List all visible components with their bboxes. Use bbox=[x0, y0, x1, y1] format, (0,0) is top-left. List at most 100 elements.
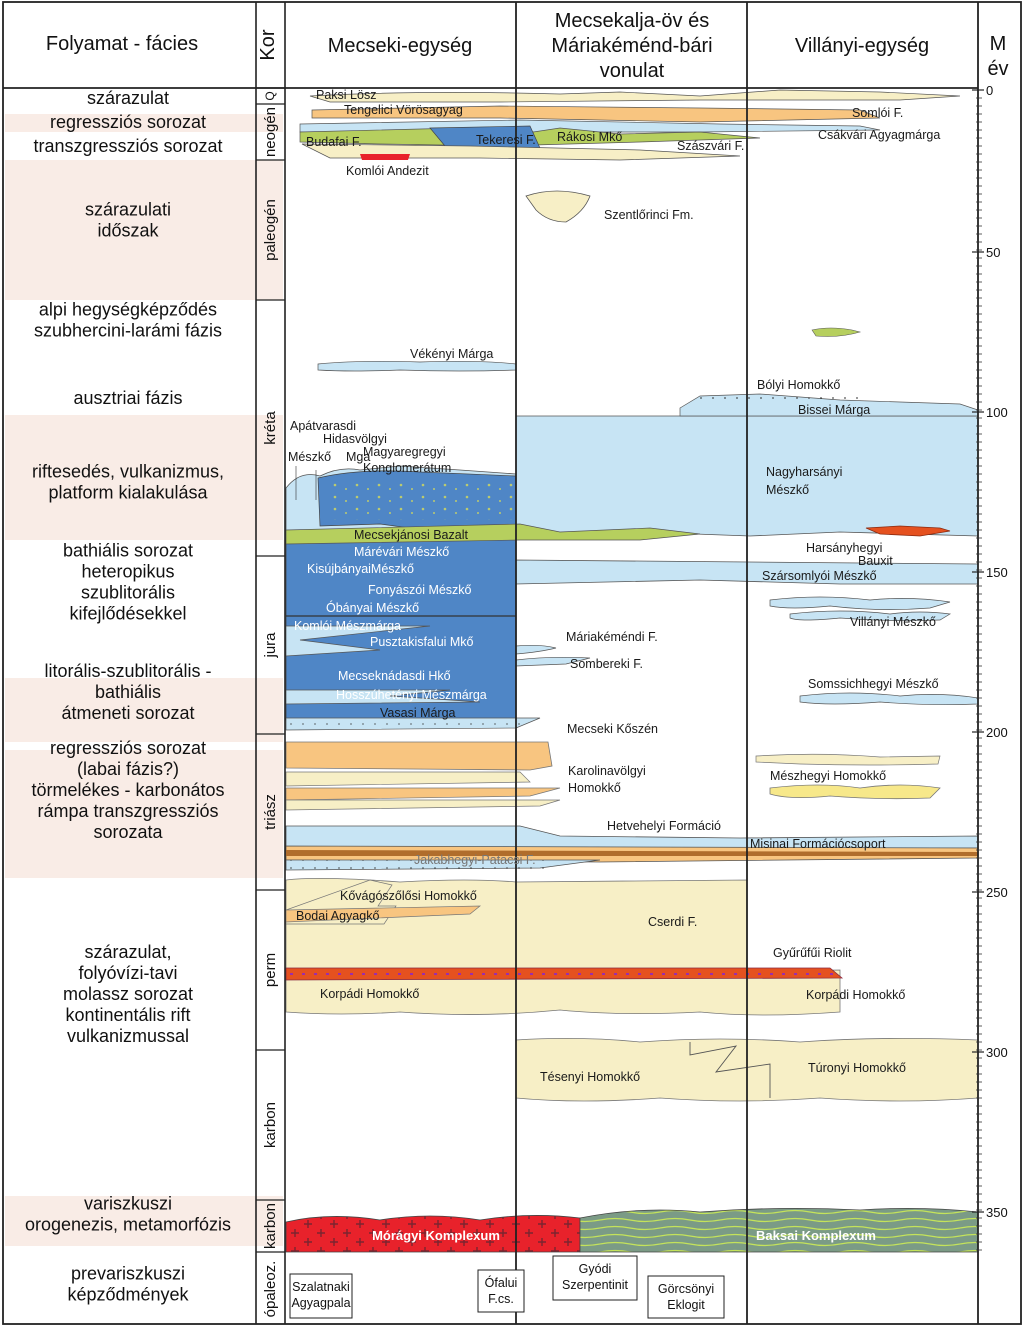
formation-label: Bólyi Homokkő bbox=[757, 378, 840, 392]
formation-label: Mga bbox=[346, 450, 370, 464]
process-label: platform kialakulása bbox=[48, 483, 208, 503]
process-label: transzgressziós sorozat bbox=[33, 136, 222, 156]
baksa-complex-label: Baksai Komplexum bbox=[756, 1228, 876, 1243]
age-tick-label: 350 bbox=[986, 1205, 1008, 1220]
formation-box-label: Szerpentinit bbox=[562, 1278, 629, 1292]
formation-box-label: Agyagpala bbox=[291, 1296, 350, 1310]
period-label: perm bbox=[262, 953, 279, 987]
age-tick-label: 150 bbox=[986, 565, 1008, 580]
formation-label: Apátvarasdi bbox=[290, 419, 356, 433]
formation-label: Mészkő bbox=[288, 450, 331, 464]
age-tick-label: 0 bbox=[986, 83, 993, 98]
formation-label: Mészkő bbox=[766, 483, 809, 497]
formation-label: Szentlőrinci Fm. bbox=[604, 208, 694, 222]
period-label: ópaleoz. bbox=[262, 1261, 279, 1318]
formation-label: Bodai Agyagkő bbox=[296, 909, 379, 923]
formation-label: Homokkő bbox=[568, 781, 621, 795]
formation-label: Szársomlyói Mészkő bbox=[762, 569, 877, 583]
process-label: prevariszkuszi bbox=[71, 1264, 185, 1284]
period-label: karbon bbox=[262, 1203, 279, 1249]
process-label: molassz sorozat bbox=[63, 984, 193, 1004]
process-label: folyóvízi-tavi bbox=[78, 963, 177, 983]
formation-label: Komlói Mészmárga bbox=[294, 619, 401, 633]
formation-label: Budafai F. bbox=[306, 135, 362, 149]
header-ev: év bbox=[987, 58, 1008, 80]
moragy-complex-label: Mórágyi Komplexum bbox=[372, 1228, 500, 1243]
period-label: Q bbox=[263, 91, 277, 100]
formation-label: Kővágószőlősi Homokkő bbox=[340, 889, 477, 903]
formation-box-label: Eklogit bbox=[667, 1298, 705, 1312]
formation-label: Mecsekjánosi Bazalt bbox=[354, 528, 468, 542]
paleozoic-boxes: Szalatnaki Agyagpala Ófalui F.cs. Gyódi Szerp… bbox=[289, 1255, 725, 1319]
formation-label: Mészhegyi Homokkő bbox=[770, 769, 886, 783]
process-label: szubhercini-larámi fázis bbox=[34, 321, 222, 341]
header: Folyamat - fácies Kor Mecseki-egység Mec… bbox=[46, 10, 1009, 82]
formation-box-label: Szalatnaki bbox=[292, 1280, 350, 1294]
formation-label: Karolinavölgyi bbox=[568, 764, 646, 778]
formation-label: Vékényi Márga bbox=[410, 347, 493, 361]
header-mecsekalja-2: Máriakéménd-bári bbox=[551, 35, 712, 57]
period-label: paleogén bbox=[262, 199, 279, 261]
formation-label: Harsányhegyi bbox=[806, 541, 882, 555]
formation-label: Tekeresi F. bbox=[476, 133, 536, 147]
formation-label: Márévári Mészkő bbox=[354, 545, 449, 559]
formation-label: Hetvehelyi Formáció bbox=[607, 819, 721, 833]
formation-box bbox=[289, 1273, 353, 1319]
formation-label: Vasasi Márga bbox=[380, 706, 456, 720]
age-tick-label: 100 bbox=[986, 405, 1008, 420]
process-label: kifejlődésekkel bbox=[69, 604, 186, 624]
formation-label: Misinai Formációcsoport bbox=[750, 837, 886, 851]
period-label: neogén bbox=[262, 107, 279, 157]
process-label: regressziós sorozat bbox=[50, 112, 206, 132]
formation-label: Bauxit bbox=[858, 554, 893, 568]
process-label: törmelékes - karbonátos bbox=[31, 780, 224, 800]
formation-label: Hidasvölgyi bbox=[323, 432, 387, 446]
process-label: bathiális bbox=[95, 682, 161, 702]
process-label: szárazulati bbox=[85, 200, 171, 220]
process-bands bbox=[5, 114, 283, 1246]
formation-label: Csákvári Agyagmárga bbox=[818, 128, 940, 142]
process-label: (labai fázis?) bbox=[77, 759, 179, 779]
formation-label: Túronyi Homokkő bbox=[808, 1061, 906, 1075]
formation-box bbox=[647, 1275, 725, 1319]
formation-label: Paksi Lösz bbox=[316, 88, 376, 102]
header-mecsekalja-1: Mecsekalja-öv és bbox=[555, 10, 710, 32]
process-label: orogenezis, metamorfózis bbox=[25, 1215, 231, 1235]
formation-label: Fonyászói Mészkő bbox=[368, 583, 472, 597]
formation-label: Bissei Márga bbox=[798, 403, 870, 417]
header-ma: M bbox=[990, 33, 1007, 55]
process-label: alpi hegységképződés bbox=[39, 300, 217, 320]
formation-box bbox=[477, 1269, 525, 1313]
process-label: időszak bbox=[97, 221, 159, 241]
formation-label: Jakabhegyi-Patacsi F. bbox=[414, 853, 536, 867]
formation-label: Magyaregregyi bbox=[363, 445, 446, 459]
formation-label: Gyűrűfűi Riolit bbox=[773, 946, 852, 960]
process-label: átmeneti sorozat bbox=[61, 703, 194, 723]
formation-label: Cserdi F. bbox=[648, 915, 697, 929]
header-mecsekalja-3: vonulat bbox=[600, 60, 665, 82]
process-label: heteropikus bbox=[81, 562, 174, 582]
process-label: bathiális sorozat bbox=[63, 541, 193, 561]
formation-label: Mecseki Kőszén bbox=[567, 722, 658, 736]
formation-box-label: Görcsönyi bbox=[658, 1282, 714, 1296]
header-process: Folyamat - fácies bbox=[46, 33, 198, 55]
formation-label: Tésenyi Homokkő bbox=[540, 1070, 640, 1084]
process-label: ausztriai fázis bbox=[73, 388, 182, 408]
formation-label: Somssichhegyi Mészkő bbox=[808, 677, 939, 691]
formation-label: Pusztakisfalui Mkő bbox=[370, 635, 474, 649]
header-mecsek: Mecseki-egység bbox=[328, 35, 473, 57]
formation-label: Máriakéméndi F. bbox=[566, 630, 658, 644]
formation-label: Tengelici Vörösagyag bbox=[344, 103, 463, 117]
header-age: Kor bbox=[257, 29, 279, 60]
formation-label: Korpádi Homokkő bbox=[320, 987, 419, 1001]
formation-label: Nagyharsányi bbox=[766, 465, 842, 479]
formation-label: Mecseknádasdi Hkő bbox=[338, 669, 451, 683]
age-tick-label: 50 bbox=[986, 245, 1000, 260]
formation-label: Sombereki F. bbox=[570, 657, 643, 671]
process-label: szublitorális bbox=[81, 583, 175, 603]
